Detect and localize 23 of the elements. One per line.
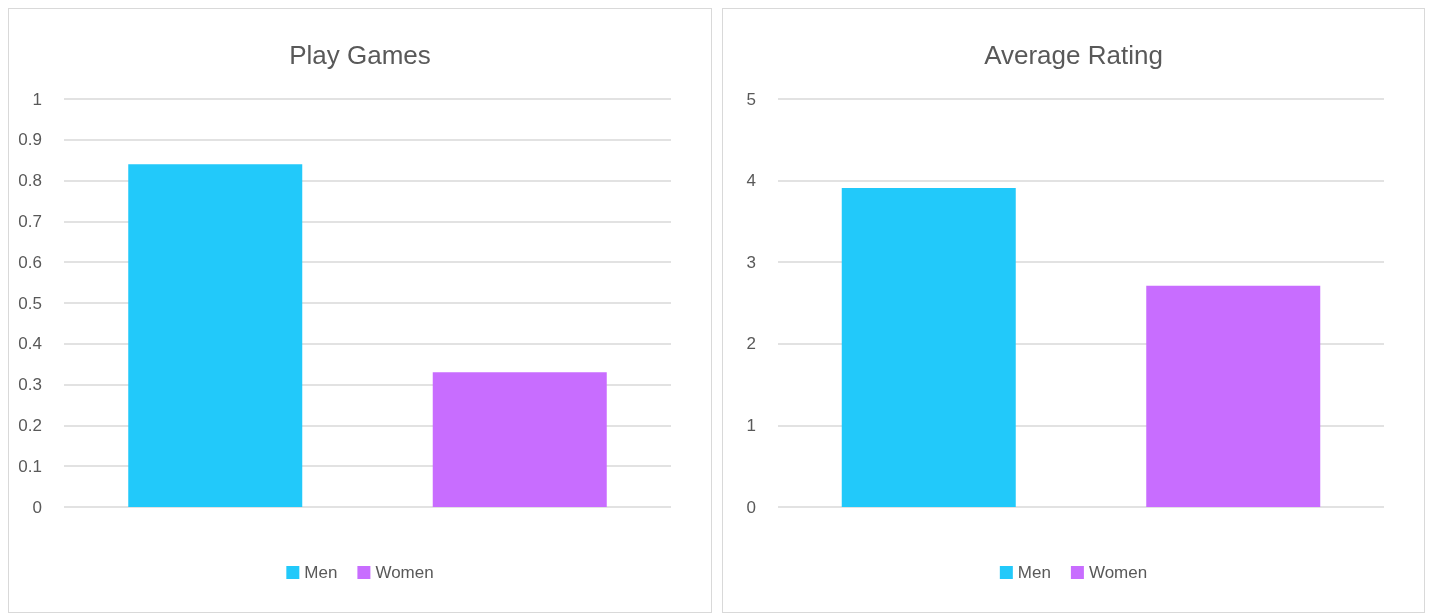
legend-label: Men bbox=[1017, 563, 1051, 582]
y-tick-label: 0.9 bbox=[18, 130, 42, 150]
y-tick-label: 0.4 bbox=[18, 334, 42, 354]
y-tick-label: 0.6 bbox=[18, 252, 42, 272]
y-tick-label: 0.2 bbox=[18, 415, 42, 435]
y-tick-label: 0.3 bbox=[18, 375, 42, 395]
y-tick-label: 3 bbox=[746, 252, 756, 272]
y-tick-label: 1 bbox=[32, 89, 42, 109]
y-tick-label: 5 bbox=[746, 89, 756, 109]
y-tick-label: 0.8 bbox=[18, 171, 42, 191]
y-tick-label: 0.5 bbox=[18, 293, 42, 313]
y-tick-label: 2 bbox=[746, 334, 756, 354]
y-tick-label: 4 bbox=[746, 171, 756, 191]
y-tick-label: 1 bbox=[746, 415, 756, 435]
chart-title: Average Rating bbox=[984, 40, 1163, 70]
chart-title: Play Games bbox=[289, 40, 431, 70]
y-tick-label: 0 bbox=[746, 497, 756, 517]
y-tick-label: 0.7 bbox=[18, 211, 42, 231]
legend-label: Women bbox=[375, 563, 434, 582]
y-tick-label: 0.1 bbox=[18, 456, 42, 476]
y-tick-label: 0 bbox=[32, 497, 42, 517]
legend-label: Men bbox=[304, 563, 338, 582]
legend-label: Women bbox=[1088, 563, 1148, 582]
